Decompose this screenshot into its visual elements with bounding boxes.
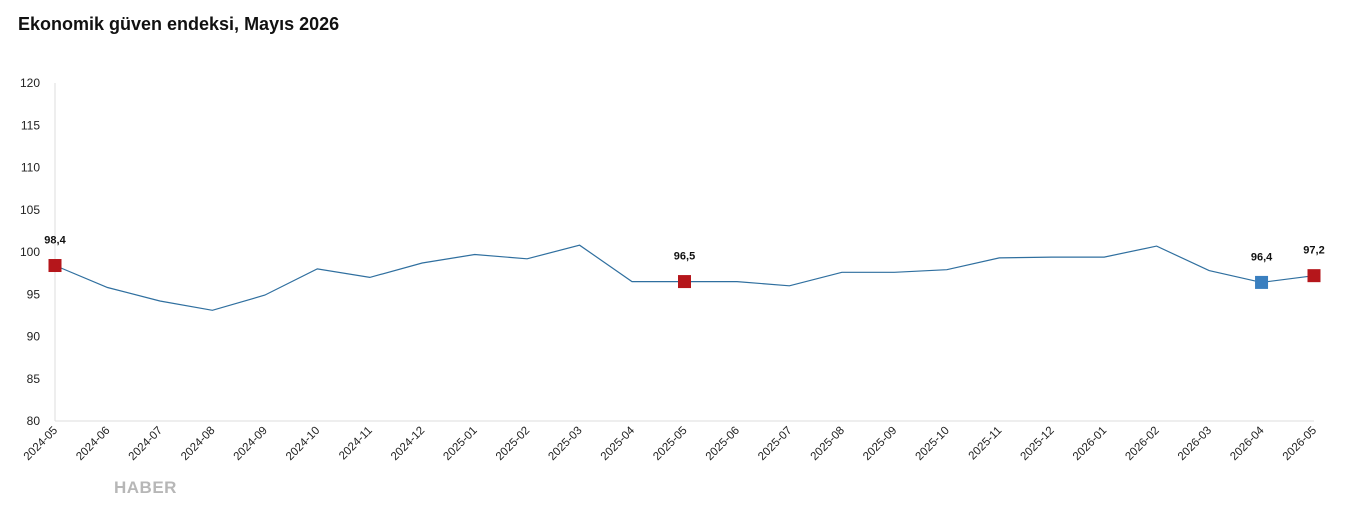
x-axis: 2024-05 2024-06 2024-07 2024-08 2024-09 2024-… xyxy=(22,420,1319,463)
x-tick-label: 2026-05 xyxy=(1281,425,1319,463)
x-tick-label: 2025-07 xyxy=(756,425,794,463)
x-tick-label: 2025-06 xyxy=(704,425,742,463)
x-tick-label: 2026-03 xyxy=(1176,425,1214,463)
data-point-marker xyxy=(1307,269,1321,283)
y-tick-label: 120 xyxy=(20,76,40,90)
y-tick-label: 110 xyxy=(21,161,40,175)
y-tick-label: 90 xyxy=(27,330,41,344)
x-tick-label: 2024-05 xyxy=(22,425,60,463)
x-tick-label: 2024-06 xyxy=(74,425,112,463)
data-label: 98,4 xyxy=(44,235,66,247)
watermark-logo: HABER xyxy=(114,478,177,497)
y-tick-label: 95 xyxy=(27,287,41,301)
y-tick-label: 115 xyxy=(21,118,40,132)
x-tick-label: 2025-03 xyxy=(546,425,584,463)
x-tick-label: 2025-05 xyxy=(651,425,689,463)
data-label: 96,5 xyxy=(674,251,695,263)
y-tick-label: 100 xyxy=(20,245,40,259)
x-tick-label: 2026-04 xyxy=(1228,424,1267,463)
x-tick-label: 2026-01 xyxy=(1071,425,1109,463)
x-tick-label: 2025-02 xyxy=(494,425,532,463)
x-tick-label: 2025-08 xyxy=(809,425,847,463)
y-axis: 80 85 90 95 100 105 110 115 120 xyxy=(20,76,56,428)
marker-layer: 98,4 96,5 96,4 97,2 xyxy=(44,235,1325,289)
data-point-marker xyxy=(678,275,691,289)
chart-title: Ekonomik güven endeksi, Mayıs 2026 xyxy=(18,14,340,34)
x-tick-label: 2025-01 xyxy=(441,425,479,463)
y-tick-label: 105 xyxy=(20,203,40,217)
y-tick-label: 80 xyxy=(27,414,41,428)
x-tick-label: 2024-08 xyxy=(179,425,217,463)
x-tick-label: 2025-12 xyxy=(1018,425,1056,463)
data-label: 97,2 xyxy=(1303,245,1324,257)
y-tick-label: 85 xyxy=(27,372,41,386)
x-tick-label: 2026-02 xyxy=(1123,425,1161,463)
x-tick-label: 2025-10 xyxy=(914,425,952,463)
data-point-marker xyxy=(1255,275,1269,289)
x-tick-label: 2024-12 xyxy=(389,425,427,463)
x-tick-label: 2024-07 xyxy=(127,425,165,463)
data-label: 96,4 xyxy=(1251,251,1273,263)
x-tick-label: 2024-11 xyxy=(337,425,375,463)
x-tick-label: 2024-10 xyxy=(284,425,322,463)
x-tick-label: 2024-09 xyxy=(232,425,270,463)
x-tick-label: 2025-09 xyxy=(861,425,899,463)
x-tick-label: 2025-11 xyxy=(967,425,1005,463)
x-tick-label: 2025-04 xyxy=(599,424,638,463)
data-point-marker xyxy=(48,259,62,273)
